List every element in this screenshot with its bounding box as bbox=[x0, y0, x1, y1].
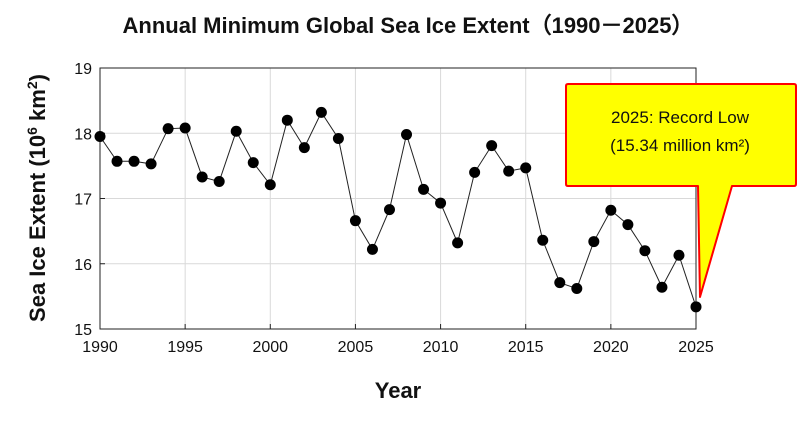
data-point bbox=[94, 131, 106, 143]
y-tick-label: 19 bbox=[74, 61, 92, 78]
y-tick-label: 16 bbox=[74, 257, 92, 274]
data-point bbox=[298, 142, 310, 154]
callout-shape bbox=[565, 83, 797, 298]
data-point bbox=[571, 283, 583, 295]
data-point bbox=[401, 129, 413, 141]
y-axis-label-sup2: 2 bbox=[24, 81, 40, 89]
y-tick-label: 18 bbox=[74, 126, 92, 143]
data-point bbox=[656, 281, 668, 293]
data-point bbox=[111, 155, 123, 167]
data-point bbox=[673, 249, 685, 261]
data-point bbox=[162, 123, 174, 135]
data-point bbox=[128, 155, 140, 167]
data-point bbox=[264, 179, 276, 191]
y-tick-label: 17 bbox=[74, 192, 92, 209]
data-point bbox=[588, 236, 600, 248]
data-series bbox=[94, 106, 702, 313]
data-point bbox=[537, 234, 549, 246]
x-tick-label: 2020 bbox=[593, 339, 629, 356]
data-point bbox=[383, 204, 395, 216]
x-tick-label: 2010 bbox=[423, 339, 459, 356]
data-point bbox=[213, 176, 225, 188]
data-point bbox=[622, 219, 634, 231]
chart-title: Annual Minimum Global Sea Ice Extent（199… bbox=[123, 13, 694, 38]
data-point bbox=[247, 157, 259, 169]
series-line bbox=[99, 111, 697, 307]
data-point bbox=[230, 125, 242, 137]
data-point bbox=[503, 165, 515, 177]
callout-line-1: 2025: Record Low bbox=[611, 108, 750, 127]
x-tick-label: 2005 bbox=[338, 339, 374, 356]
data-point bbox=[469, 166, 481, 178]
data-point bbox=[315, 106, 327, 118]
data-point bbox=[366, 243, 378, 255]
y-tick-label: 15 bbox=[74, 322, 92, 339]
x-tick-label: 1990 bbox=[82, 339, 118, 356]
y-axis-label-end: ) bbox=[25, 74, 50, 81]
data-point bbox=[639, 245, 651, 257]
data-point bbox=[690, 301, 702, 313]
data-point bbox=[520, 162, 532, 174]
y-axis-label-unit: km bbox=[25, 89, 50, 127]
y-axis-label-main: Sea Ice Extent (10 bbox=[25, 135, 50, 322]
callout-line-2: (15.34 million km²) bbox=[610, 136, 750, 155]
x-tick-label: 2015 bbox=[508, 339, 544, 356]
x-tick-label: 1995 bbox=[167, 339, 203, 356]
x-axis-ticks: 1990 1995 2000 2005 2010 2015 2020 2025 bbox=[82, 324, 714, 356]
x-tick-label: 2025 bbox=[678, 339, 714, 356]
y-axis-ticks: 15 16 17 18 19 bbox=[74, 61, 105, 339]
x-axis-label: Year bbox=[375, 378, 422, 403]
data-point bbox=[486, 140, 498, 152]
data-point bbox=[418, 183, 430, 195]
data-point bbox=[332, 132, 344, 144]
data-point bbox=[435, 197, 447, 209]
data-point bbox=[281, 114, 293, 126]
x-tick-label: 2000 bbox=[252, 339, 288, 356]
y-axis-label: Sea Ice Extent (106 km2) bbox=[24, 74, 50, 322]
record-low-callout: 2025: Record Low (15.34 million km²) bbox=[565, 83, 797, 298]
data-point bbox=[196, 171, 208, 183]
data-point bbox=[554, 277, 566, 289]
data-point bbox=[452, 237, 464, 249]
data-point bbox=[605, 204, 617, 216]
data-point bbox=[179, 122, 191, 134]
data-point bbox=[349, 215, 361, 227]
data-point bbox=[145, 158, 157, 170]
y-axis-label-sup: 6 bbox=[24, 127, 40, 135]
